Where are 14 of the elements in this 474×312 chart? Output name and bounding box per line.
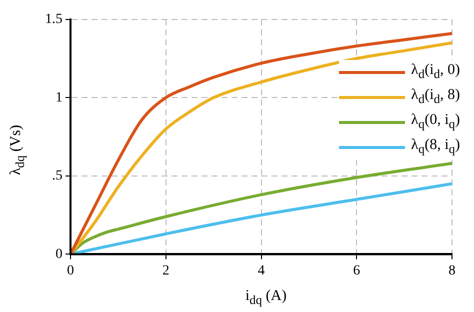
y-tick-label: .5 bbox=[52, 168, 62, 184]
x-tick-label: 6 bbox=[353, 263, 360, 278]
y-tick-label: 1 bbox=[56, 90, 62, 106]
x-tick-label: 8 bbox=[448, 263, 456, 278]
x-axis-title: i$_{dq}$ (A) bbox=[244, 288, 288, 308]
legend-label: λ$_{d}$(i$_{d}$, 8) bbox=[411, 86, 460, 108]
y-tick-label: 1.5 bbox=[45, 12, 62, 28]
y-tick-label: 0 bbox=[56, 246, 62, 262]
legend-label: λ$_{d}$(i$_{d}$, 0) bbox=[411, 61, 460, 83]
legend-label: λ$_{q}$(8, i$_{q}$) bbox=[411, 136, 460, 158]
legend-label: λ$_{q}$(0, i$_{q}$) bbox=[411, 111, 460, 133]
x-tick-label: 2 bbox=[162, 263, 170, 278]
x-tick-label: 4 bbox=[258, 263, 265, 278]
x-tick-label: 0 bbox=[67, 263, 74, 278]
